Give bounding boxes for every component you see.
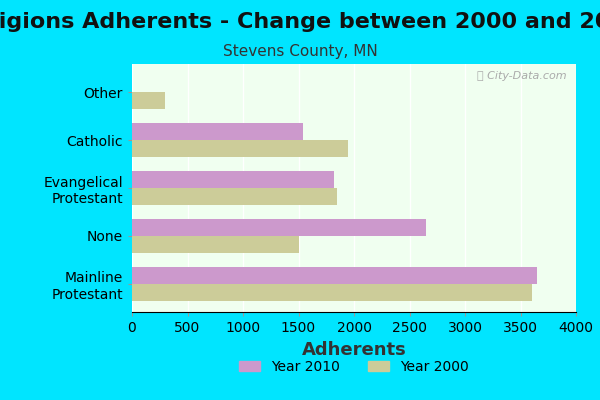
Bar	[132, 219, 426, 236]
Bar	[132, 267, 537, 284]
Legend: Year 2010, Year 2000: Year 2010, Year 2000	[234, 354, 474, 380]
Bar	[132, 284, 532, 301]
Bar	[132, 236, 299, 253]
Bar	[132, 92, 166, 109]
Bar	[132, 140, 349, 157]
Text: ⓘ City-Data.com: ⓘ City-Data.com	[478, 72, 567, 82]
Text: Stevens County, MN: Stevens County, MN	[223, 44, 377, 59]
Bar	[132, 123, 303, 140]
X-axis label: Adherents: Adherents	[302, 340, 406, 358]
Text: Religions Adherents - Change between 2000 and 2010: Religions Adherents - Change between 200…	[0, 12, 600, 32]
Bar	[132, 188, 337, 205]
Bar	[132, 171, 334, 188]
